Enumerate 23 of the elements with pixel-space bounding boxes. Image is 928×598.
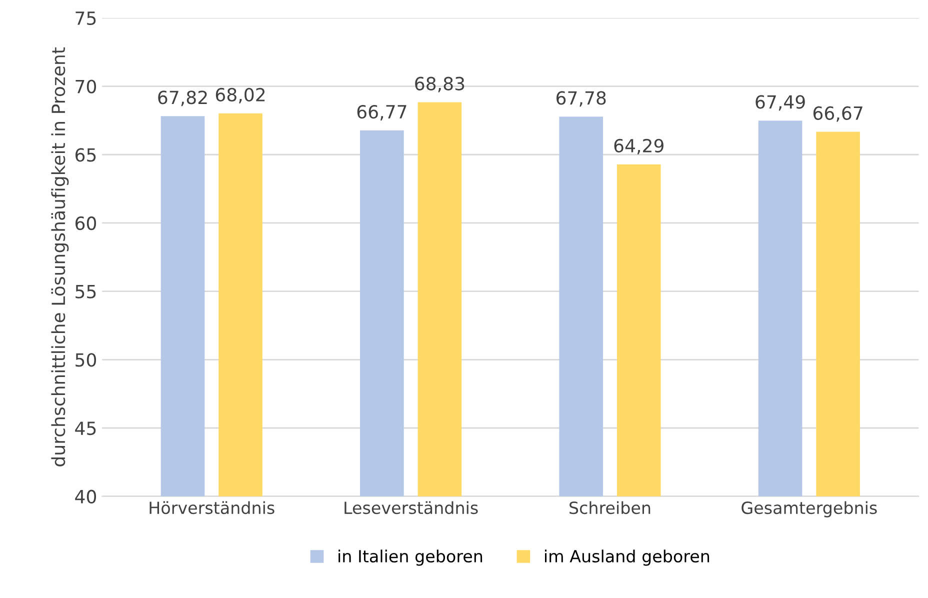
data-label: 67,49 [756,95,805,111]
data-label: 68,83 [415,76,464,92]
y-tick-label: 70 [76,80,96,94]
x-tick-label: Schreiben [570,501,650,514]
data-label: 64,29 [614,138,664,154]
y-tick-label: 55 [76,285,96,298]
y-tick-label: 45 [75,422,96,436]
y-tick-label: 40 [75,490,96,504]
y-tick-label: 50 [76,353,96,367]
legend-label: in Italien geboren [338,550,482,566]
y-tick-label: 65 [76,148,96,162]
data-label: 66,77 [357,104,406,120]
y-tick-label: 60 [76,216,96,230]
data-label: 66,67 [813,106,862,122]
x-tick-label: Gesamtergebnis [742,501,877,518]
data-label: 68,02 [216,88,265,104]
data-label: 67,78 [556,91,606,107]
y-axis-title: durchschnittliche Lösungshäufigkeit in Prozent [51,47,69,466]
data-label: 67,82 [158,90,207,106]
legend-label: im Ausland geboren [545,550,710,566]
x-tick-label: Leseverständnis [344,501,478,514]
x-tick-label: Hörverständnis [150,501,274,514]
y-tick-label: 75 [76,12,96,26]
